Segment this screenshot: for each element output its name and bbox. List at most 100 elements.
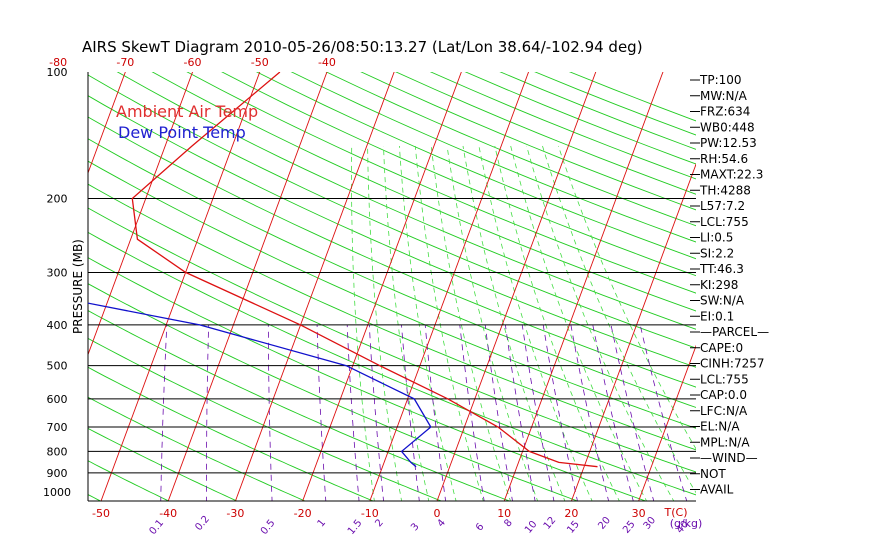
index-label: MPL:N/A — [700, 435, 750, 449]
mixing-ratio-line — [368, 324, 384, 501]
pressure-tick-label: 300 — [47, 266, 68, 279]
profile-series — [88, 72, 598, 468]
mixing-ratio-unit-label: (g/kg) — [670, 517, 703, 530]
dry-adiabat-line — [88, 116, 696, 388]
moist-adiabat-line — [430, 145, 511, 501]
pressure-tick-label: 700 — [47, 421, 68, 434]
mixing-ratio-line — [267, 324, 273, 501]
isotherm-line — [570, 162, 696, 501]
isotherm-line — [167, 72, 328, 501]
index-label: TH:4288 — [699, 183, 751, 197]
bottom-temperature-tick-label: -40 — [159, 507, 177, 520]
bottom-temperature-tick-label: 20 — [564, 507, 578, 520]
mixing-ratio-tick-label: 1.5 — [346, 518, 365, 537]
pressure-tick-label: 900 — [47, 467, 68, 480]
moist-adiabat-line — [446, 145, 539, 501]
index-label: MW:N/A — [700, 89, 748, 103]
mixing-ratio-line — [484, 324, 513, 501]
mixing-ratio-tick-label: 4 — [436, 517, 449, 529]
moist-adiabat-line — [478, 145, 593, 501]
index-label: —WIND— — [700, 451, 758, 465]
top-temperature-tick-label: -60 — [184, 56, 202, 69]
isotherm-line — [638, 344, 696, 501]
top-temperature-tick-label: -40 — [318, 56, 336, 69]
index-label: —PARCEL— — [700, 325, 769, 339]
mixing-ratio-line — [542, 324, 578, 501]
series-line-dew-point-temp — [88, 302, 432, 468]
moist-adiabat-line — [494, 145, 620, 501]
y-axis-label: PRESSURE (MB) — [71, 239, 85, 334]
index-label: EI:0.1 — [700, 309, 734, 323]
pressure-tick-label: 800 — [47, 445, 68, 458]
mixing-ratio-tick-label: 2 — [373, 517, 386, 529]
dry-adiabat-line — [88, 427, 239, 501]
mixing-ratio-tick-label: 0.5 — [259, 518, 278, 537]
pressure-tick-label: 100 — [47, 66, 68, 79]
mixing-ratio-line — [521, 324, 555, 501]
mixing-ratio-tick-label: 8 — [502, 517, 515, 529]
pressure-tick-label: 500 — [47, 360, 68, 373]
mixing-ratio-line — [459, 324, 485, 501]
mixing-ratio-tick-label: 15 — [565, 519, 582, 536]
pressure-tick-label: 400 — [47, 319, 68, 332]
index-label: CINH:7257 — [700, 357, 765, 371]
isotherm-line — [100, 72, 261, 501]
dry-adiabat-line — [151, 72, 696, 312]
moist-adiabat-line — [399, 145, 457, 501]
dry-adiabat-line — [116, 72, 696, 330]
index-label: CAPE:0 — [700, 341, 743, 355]
mixing-ratio-tick-label: 0.2 — [193, 514, 212, 533]
dry-adiabat-line — [255, 72, 696, 260]
index-label: SW:N/A — [700, 294, 745, 308]
temperature-unit-label: T(C) — [664, 506, 688, 519]
moist-adiabat-line — [542, 145, 696, 494]
mixing-ratio-line — [505, 324, 536, 501]
dry-adiabat-line — [88, 74, 696, 349]
moist-adiabat-line — [510, 145, 648, 501]
top-temperature-tick-label: -50 — [251, 56, 269, 69]
moist-adiabat-line — [558, 145, 696, 450]
pressure-tick-label: 1000 — [43, 486, 71, 499]
mixing-ratio-line — [346, 324, 360, 501]
bottom-temperature-tick-label: -10 — [361, 507, 379, 520]
mixing-ratio-tick-label: 20 — [596, 515, 613, 532]
dry-adiabat-line — [88, 310, 511, 501]
dry-adiabats — [0, 31, 696, 502]
index-label: EL:N/A — [700, 420, 740, 434]
isotherm-line — [302, 72, 462, 501]
mixing-ratio-line — [401, 324, 420, 501]
index-label: LFC:N/A — [700, 404, 748, 418]
legend-dew-point-temp: Dew Point Temp — [118, 123, 246, 142]
pressure-tick-label: 600 — [47, 393, 68, 406]
isotherm-line — [88, 72, 126, 175]
bottom-temperature-tick-label: -30 — [226, 507, 244, 520]
dry-adiabat-line — [88, 160, 696, 429]
mixing-ratio-lines — [160, 324, 688, 501]
dry-adiabat-line — [88, 231, 696, 496]
moist-adiabat-line — [351, 145, 375, 501]
index-label: TP:100 — [699, 73, 742, 87]
mixing-ratio-tick-label: 6 — [474, 521, 487, 533]
mixing-ratio-line — [570, 324, 610, 501]
mixing-ratio-line — [639, 324, 688, 501]
index-label: MAXT:22.3 — [700, 168, 763, 182]
dry-adiabat-line — [0, 31, 36, 502]
moist-adiabat-line — [462, 145, 566, 501]
isobars — [87, 72, 696, 502]
moist-adiabat-line — [367, 145, 403, 501]
moist-adiabat-line — [526, 145, 675, 501]
isotherm-line — [436, 72, 597, 501]
dry-adiabat-line — [88, 460, 170, 501]
mixing-ratio-line — [424, 324, 447, 501]
legend-ambient-air-temp: Ambient Air Temp — [116, 102, 258, 121]
dry-adiabat-line — [88, 396, 307, 501]
bottom-temperature-tick-label: 30 — [632, 507, 646, 520]
index-label: WB0:448 — [700, 120, 755, 134]
dry-adiabat-line — [88, 283, 579, 501]
isotherm-line — [0, 31, 6, 502]
index-label: KI:298 — [700, 278, 738, 292]
index-label: L57:7.2 — [700, 199, 745, 213]
index-label: AVAIL — [700, 483, 734, 497]
